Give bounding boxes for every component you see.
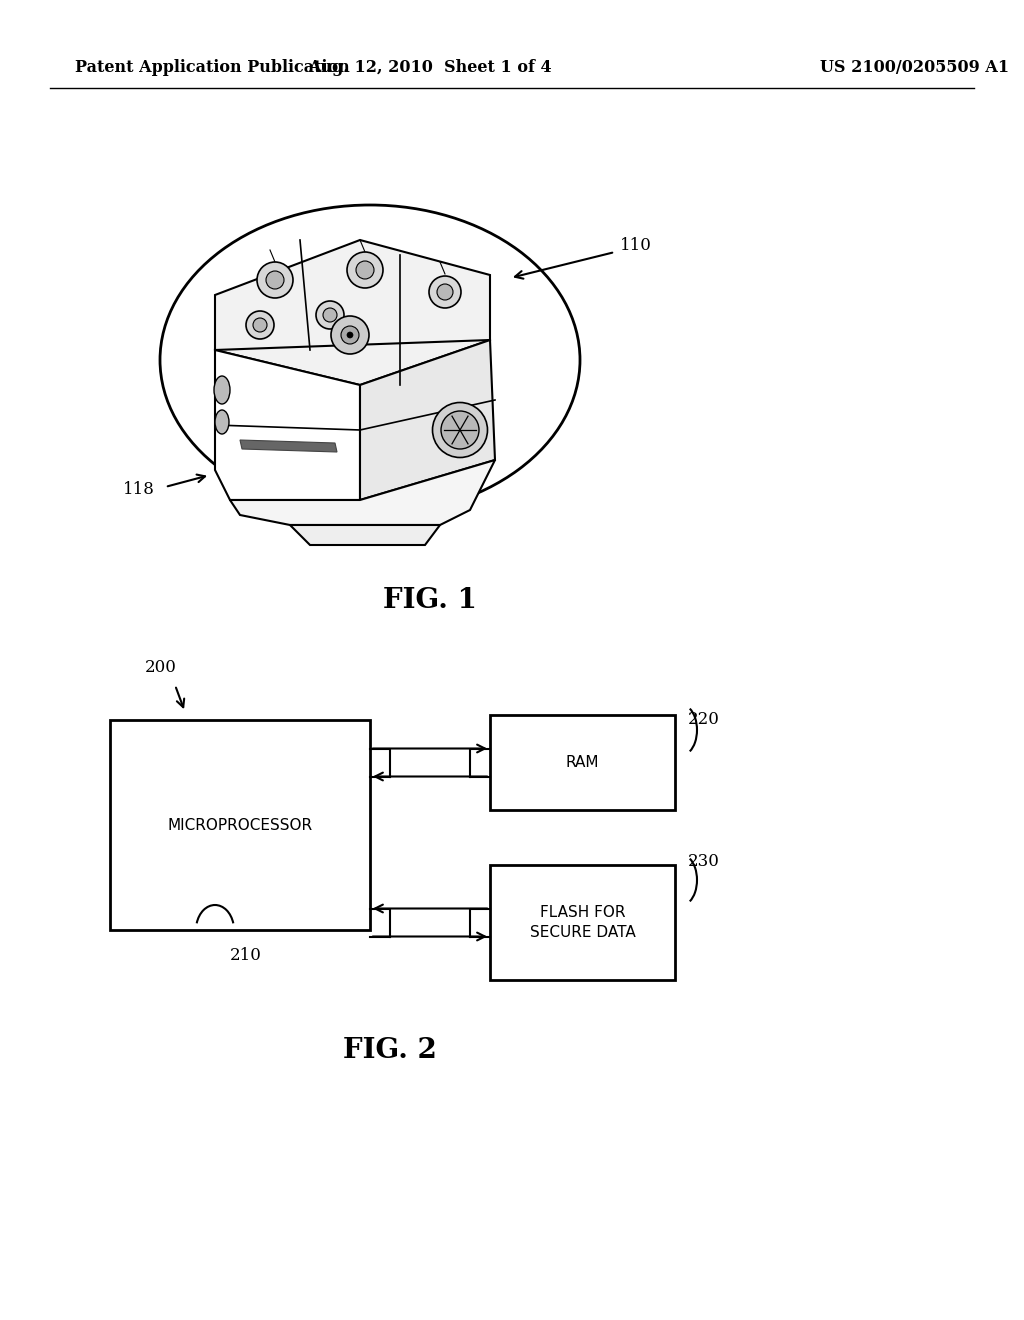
Ellipse shape: [215, 411, 229, 434]
Text: MICROPROCESSOR: MICROPROCESSOR: [168, 817, 312, 833]
Polygon shape: [290, 525, 440, 545]
Ellipse shape: [323, 308, 337, 322]
Ellipse shape: [432, 403, 487, 458]
Text: FIG. 1: FIG. 1: [383, 586, 477, 614]
Ellipse shape: [347, 252, 383, 288]
Ellipse shape: [214, 376, 230, 404]
Text: 230: 230: [688, 854, 720, 870]
Text: US 2100/0205509 A1: US 2100/0205509 A1: [820, 59, 1009, 77]
Text: 200: 200: [145, 660, 177, 676]
Text: 220: 220: [688, 711, 720, 729]
Ellipse shape: [347, 333, 353, 338]
Ellipse shape: [316, 301, 344, 329]
Ellipse shape: [253, 318, 267, 333]
Polygon shape: [215, 350, 360, 500]
Polygon shape: [215, 240, 490, 385]
Text: 210: 210: [230, 946, 262, 964]
Polygon shape: [360, 341, 495, 500]
Text: FLASH FOR
SECURE DATA: FLASH FOR SECURE DATA: [529, 906, 635, 940]
Ellipse shape: [356, 261, 374, 279]
Text: FIG. 2: FIG. 2: [343, 1036, 437, 1064]
Ellipse shape: [266, 271, 284, 289]
Ellipse shape: [343, 327, 357, 342]
Ellipse shape: [437, 284, 453, 300]
Ellipse shape: [246, 312, 274, 339]
Polygon shape: [230, 459, 495, 525]
Ellipse shape: [441, 411, 479, 449]
Ellipse shape: [331, 315, 369, 354]
Ellipse shape: [341, 326, 359, 345]
Ellipse shape: [336, 321, 364, 348]
Polygon shape: [240, 440, 337, 451]
Bar: [110, 719, 370, 931]
Bar: [490, 715, 675, 810]
Text: 110: 110: [620, 236, 652, 253]
Bar: [490, 865, 675, 979]
Ellipse shape: [257, 261, 293, 298]
Ellipse shape: [429, 276, 461, 308]
Text: Patent Application Publication: Patent Application Publication: [75, 59, 350, 77]
Text: Aug. 12, 2010  Sheet 1 of 4: Aug. 12, 2010 Sheet 1 of 4: [308, 59, 552, 77]
Text: 118: 118: [123, 482, 155, 499]
Text: RAM: RAM: [565, 755, 599, 770]
